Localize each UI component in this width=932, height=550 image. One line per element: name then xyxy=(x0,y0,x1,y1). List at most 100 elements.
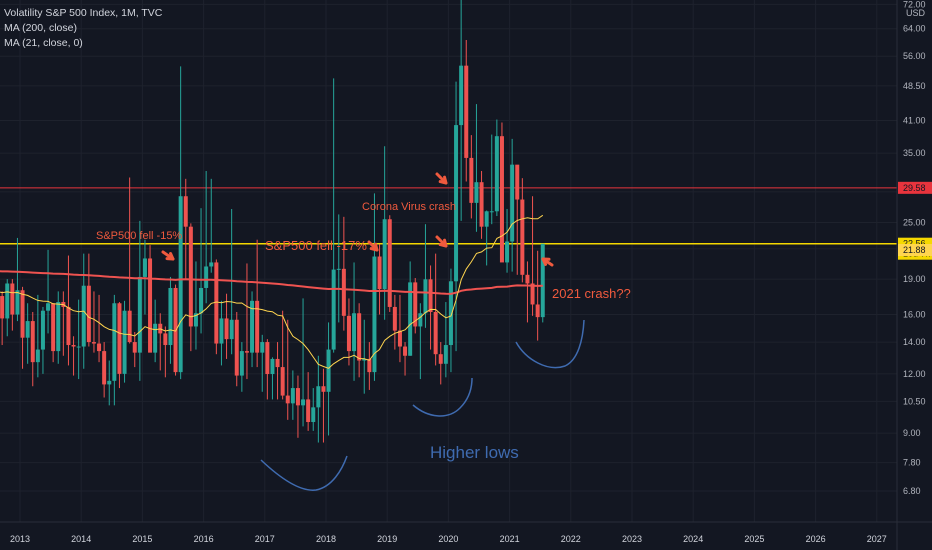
y-tick-label: 14.00 xyxy=(903,337,926,347)
candle-body xyxy=(540,243,545,318)
candle-body xyxy=(280,367,285,396)
x-tick-label: 2025 xyxy=(744,534,764,544)
candle-body xyxy=(505,241,510,263)
candle-body xyxy=(454,125,459,282)
horizontal-lines xyxy=(0,187,897,245)
arrow-sp15-head xyxy=(165,252,175,261)
higher-lows-curves xyxy=(260,319,585,491)
x-tick-label: 2021 xyxy=(500,534,520,544)
legend-symbol: Volatility S&P 500 Index, 1M, TVC xyxy=(4,7,163,19)
y-tick-label: 56.00 xyxy=(903,51,926,61)
candle-body xyxy=(250,300,255,353)
candle-body xyxy=(204,266,209,288)
x-tick-label: 2020 xyxy=(438,534,458,544)
candle-body xyxy=(306,399,311,423)
y-tick-label: 35.00 xyxy=(903,148,926,158)
candle-body xyxy=(413,282,418,327)
candle-body xyxy=(352,313,357,352)
currency-label: USD xyxy=(906,8,926,18)
candle-body xyxy=(265,342,270,375)
candle-body xyxy=(301,399,306,406)
x-tick-label: 2027 xyxy=(867,534,887,544)
x-tick-label: 2019 xyxy=(377,534,397,544)
x-tick-label: 2022 xyxy=(561,534,581,544)
candle-body xyxy=(81,285,86,347)
candle-body xyxy=(372,256,377,373)
candle-body xyxy=(362,358,367,361)
candle-body xyxy=(25,321,30,338)
candle-body xyxy=(494,136,499,212)
candle-body xyxy=(285,395,290,404)
candle-body xyxy=(331,269,336,350)
price-label-box xyxy=(898,181,932,194)
x-tick-label: 2024 xyxy=(683,534,703,544)
arrow-corona-1-head xyxy=(438,175,448,185)
y-tick-label: 41.00 xyxy=(903,116,926,126)
higher-lows-curve-2021 xyxy=(515,319,585,369)
candle-body xyxy=(188,226,193,327)
candle-body xyxy=(336,268,341,270)
candle-body xyxy=(459,65,464,126)
arrow-sp17-head xyxy=(369,242,379,252)
candle-body xyxy=(377,256,382,290)
candle-body xyxy=(102,351,107,385)
candle-body xyxy=(530,283,535,305)
candle-body xyxy=(224,318,229,340)
candle-body xyxy=(515,164,520,200)
price-axis-panel xyxy=(897,0,932,550)
candle-body xyxy=(255,300,260,353)
candle-body xyxy=(30,321,35,363)
candle-body xyxy=(132,342,137,353)
arrow-2021-head xyxy=(541,257,551,266)
x-tick-label: 2016 xyxy=(194,534,214,544)
candle-body xyxy=(56,302,61,352)
candle-body xyxy=(387,219,392,307)
moving-average-lines xyxy=(0,214,544,369)
candle-body xyxy=(270,358,275,375)
candle-body xyxy=(464,65,469,158)
y-tick-label: 10.50 xyxy=(903,396,926,406)
candle-body xyxy=(418,313,423,327)
candle-body xyxy=(20,290,25,338)
candle-body xyxy=(234,319,239,376)
candle-body xyxy=(341,268,346,316)
candle-body xyxy=(71,345,76,347)
annotations: S&P500 fell -15% S&P500 fell -17% Corona… xyxy=(96,201,631,462)
time-axis-panel xyxy=(0,522,932,550)
annotation-corona-virus-crash: Corona Virus crash xyxy=(362,201,456,213)
x-tick-label: 2023 xyxy=(622,534,642,544)
candle-body xyxy=(173,287,178,373)
higher-lows-curve-2017 xyxy=(260,455,348,491)
candle-body xyxy=(326,349,331,392)
y-tick-label: 9.00 xyxy=(903,428,921,438)
ma-200-line xyxy=(0,270,543,295)
candle-body xyxy=(117,303,122,374)
annotation-sp500-fell-15: S&P500 fell -15% xyxy=(96,230,182,242)
x-tick-label: 2017 xyxy=(255,534,275,544)
candle-body xyxy=(66,306,71,346)
candle-body xyxy=(290,388,295,404)
y-tick-label: 12.00 xyxy=(903,369,926,379)
candle-body xyxy=(214,262,219,344)
candle-body xyxy=(51,303,56,352)
candle-body xyxy=(46,303,51,311)
candle-body xyxy=(0,296,5,319)
candle-body xyxy=(316,386,321,408)
candle-body xyxy=(142,258,147,277)
candle-body xyxy=(239,351,244,376)
candle-body xyxy=(479,182,484,227)
candle-body xyxy=(469,157,474,203)
candle-body xyxy=(510,164,515,242)
candle-body xyxy=(484,211,489,227)
candle-body xyxy=(107,380,112,385)
candle-body xyxy=(428,279,433,312)
candle-body xyxy=(520,199,525,275)
candle-body xyxy=(86,285,91,343)
candle-body xyxy=(10,283,15,315)
candle-body xyxy=(183,196,188,227)
candle-body xyxy=(76,346,81,348)
candle-body xyxy=(209,262,214,267)
price-label: 22.56 xyxy=(903,239,926,249)
